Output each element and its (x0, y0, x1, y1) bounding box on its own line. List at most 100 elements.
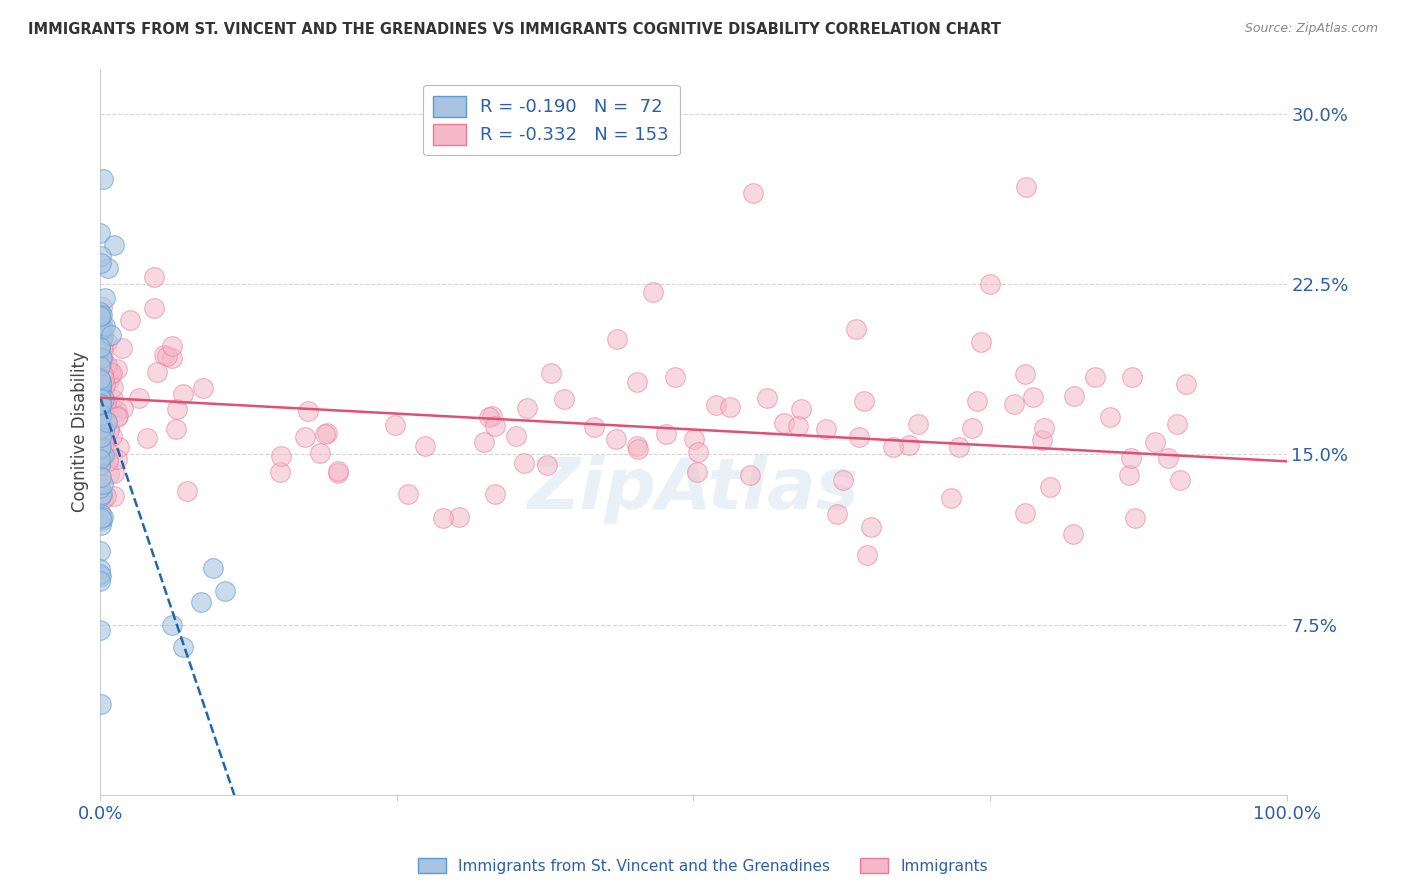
Point (683, 432, 706, 446)
Point (855, 548, 877, 562)
Point (309, 446, 332, 460)
Point (91, 477, 114, 491)
Point (97, 451, 120, 466)
Text: ZipAtlas: ZipAtlas (527, 456, 859, 524)
Point (90, 489, 112, 503)
Point (1014, 507, 1036, 521)
Point (89, 310, 111, 324)
Point (1166, 417, 1188, 431)
Point (98, 423, 121, 437)
Point (94, 319, 117, 334)
Point (91, 351, 114, 365)
Point (146, 365, 169, 379)
Point (962, 421, 984, 435)
Point (970, 335, 993, 350)
Point (860, 520, 883, 534)
Point (93, 372, 115, 386)
Point (90, 375, 112, 389)
Point (91, 330, 114, 344)
Point (96, 358, 118, 372)
Point (91, 487, 114, 501)
Point (790, 401, 813, 416)
Point (90, 309, 112, 323)
Point (118, 312, 141, 326)
Point (626, 375, 648, 389)
Point (97, 404, 120, 418)
Point (718, 400, 741, 414)
Point (396, 487, 419, 501)
Point (90, 698, 112, 712)
Point (941, 491, 963, 505)
Point (166, 401, 188, 416)
Point (91, 172, 114, 186)
Point (89, 420, 111, 434)
Point (481, 409, 503, 424)
Point (93, 355, 115, 369)
Point (432, 511, 454, 525)
Point (89, 566, 111, 581)
Point (89, 451, 111, 466)
Point (91, 321, 114, 335)
Point (91, 492, 114, 507)
Point (90, 255, 112, 269)
Point (294, 430, 316, 444)
Point (93, 420, 115, 434)
Point (89, 387, 111, 401)
Point (96, 443, 118, 458)
Point (96, 415, 118, 429)
Point (172, 387, 194, 401)
Point (472, 434, 495, 449)
Point (89, 562, 111, 576)
Point (626, 439, 648, 453)
Point (93, 414, 115, 428)
Point (1063, 389, 1085, 403)
Point (89, 422, 111, 436)
Point (90, 322, 112, 336)
Point (513, 456, 536, 470)
Point (605, 432, 627, 446)
Point (686, 465, 709, 479)
Point (89, 458, 111, 472)
Point (89, 359, 111, 373)
Point (1084, 369, 1107, 384)
Point (832, 473, 855, 487)
Point (90, 518, 112, 533)
Point (101, 428, 124, 442)
Point (948, 440, 970, 454)
Point (90, 378, 112, 392)
Point (107, 440, 129, 454)
Point (107, 409, 129, 424)
Point (96, 412, 118, 426)
Y-axis label: Cognitive Disability: Cognitive Disability (72, 351, 89, 512)
Text: IMMIGRANTS FROM ST. VINCENT AND THE GRENADINES VS IMMIGRANTS COGNITIVE DISABILIT: IMMIGRANTS FROM ST. VINCENT AND THE GREN… (28, 22, 1001, 37)
Point (907, 417, 929, 431)
Point (1144, 435, 1167, 450)
Point (90, 351, 112, 365)
Point (98, 373, 121, 387)
Point (825, 508, 848, 522)
Point (101, 366, 124, 380)
Point (128, 392, 150, 406)
Point (853, 393, 876, 408)
Text: Source: ZipAtlas.com: Source: ZipAtlas.com (1244, 22, 1378, 36)
Point (89, 543, 111, 558)
Point (93, 342, 115, 356)
Point (162, 339, 184, 353)
Point (787, 418, 810, 433)
Point (89, 340, 111, 354)
Point (143, 301, 166, 315)
Point (172, 640, 194, 655)
Point (160, 617, 183, 632)
Point (484, 418, 506, 433)
Point (90, 326, 112, 340)
Point (882, 440, 904, 454)
Point (103, 392, 125, 406)
Point (314, 427, 336, 442)
Point (1039, 480, 1062, 494)
Point (90, 371, 112, 385)
Point (89, 623, 111, 637)
Point (93, 431, 115, 445)
Point (1157, 451, 1180, 466)
Point (90, 513, 112, 527)
Point (1125, 511, 1147, 525)
